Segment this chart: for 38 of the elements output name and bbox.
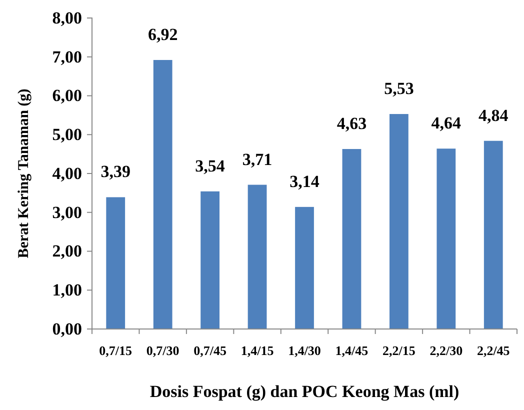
x-tick-label: 1,4/45 [335, 343, 369, 358]
x-tick-label: 1,4/30 [288, 343, 321, 358]
x-tick-label: 2,2/45 [476, 343, 510, 358]
bar [436, 148, 456, 329]
y-tick-label: 0,00 [52, 319, 82, 338]
x-tick-label: 0,7/30 [146, 343, 180, 358]
data-label: 4,63 [336, 114, 367, 134]
bar [153, 60, 172, 329]
x-tick-label: 0,7/15 [99, 343, 133, 358]
y-tick-label: 1,00 [52, 280, 82, 300]
data-label: 6,92 [148, 24, 178, 44]
x-axis-title: Dosis Fospat (g) dan POC Keong Mas (ml) [150, 382, 460, 401]
bar [200, 191, 220, 329]
x-tick-label: 0,7/45 [194, 343, 227, 358]
bar [484, 140, 503, 329]
data-label: 3,39 [100, 162, 130, 182]
bar [248, 184, 267, 329]
y-tick-label: 6,00 [52, 86, 82, 106]
data-label: 3,14 [290, 172, 320, 191]
data-label: 3,54 [195, 156, 226, 176]
y-tick-label: 5,00 [52, 125, 82, 144]
data-label: 5,53 [384, 79, 414, 98]
y-tick-label: 8,00 [52, 8, 82, 28]
y-tick-label: 4,00 [52, 164, 82, 183]
bar [106, 197, 126, 329]
data-label: 4,64 [431, 114, 462, 133]
data-label: 3,71 [242, 150, 272, 169]
x-tick-label: 2,2/15 [382, 343, 416, 358]
y-tick-label: 7,00 [52, 47, 82, 66]
data-label: 4,84 [478, 106, 509, 125]
y-tick-label: 2,00 [52, 242, 82, 261]
bar [342, 149, 362, 329]
bar [295, 206, 314, 329]
bar [390, 114, 408, 329]
y-axis-title: Berat Kering Tanaman (g) [16, 88, 32, 258]
x-tick-label: 1,4/15 [240, 343, 274, 358]
y-tick-label: 3,00 [52, 202, 82, 222]
x-tick-label: 2,2/30 [430, 343, 463, 358]
